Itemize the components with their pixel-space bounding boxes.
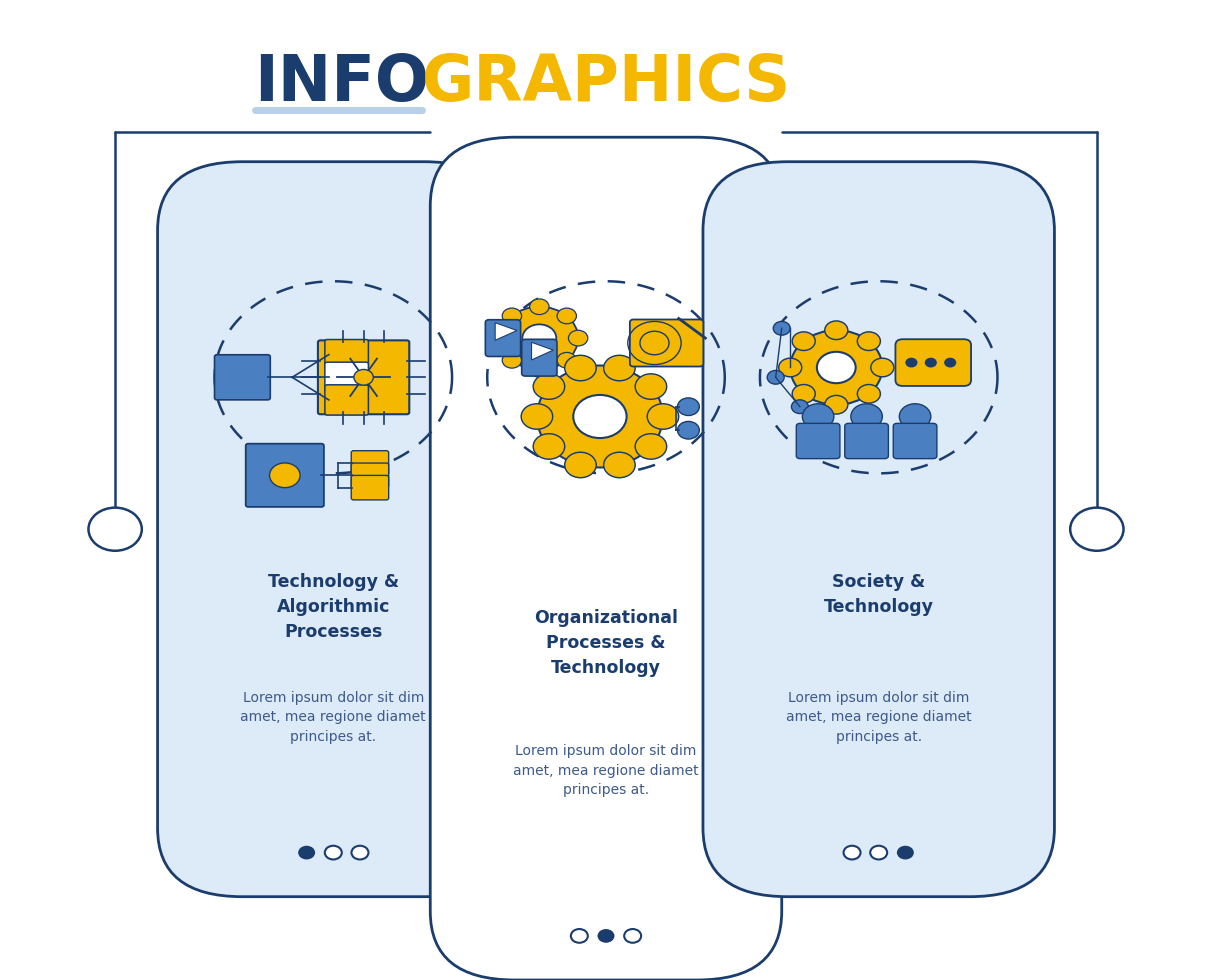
Circle shape <box>791 400 808 414</box>
Circle shape <box>844 846 861 859</box>
Text: Organizational
Processes &
Technology: Organizational Processes & Technology <box>534 610 678 677</box>
Circle shape <box>522 324 556 352</box>
Circle shape <box>565 452 596 477</box>
Circle shape <box>767 370 784 384</box>
Circle shape <box>824 321 848 339</box>
Circle shape <box>354 369 373 385</box>
Circle shape <box>269 463 301 488</box>
FancyBboxPatch shape <box>845 423 888 459</box>
Circle shape <box>533 434 565 460</box>
FancyBboxPatch shape <box>893 423 937 459</box>
FancyBboxPatch shape <box>896 339 971 386</box>
FancyBboxPatch shape <box>485 319 521 357</box>
FancyBboxPatch shape <box>521 339 558 376</box>
Circle shape <box>537 366 663 467</box>
FancyBboxPatch shape <box>246 444 324 507</box>
Circle shape <box>790 330 882 405</box>
Circle shape <box>793 332 816 351</box>
Circle shape <box>824 396 848 414</box>
Circle shape <box>491 330 510 346</box>
Circle shape <box>530 299 549 315</box>
Circle shape <box>502 308 521 323</box>
Circle shape <box>851 404 882 429</box>
Circle shape <box>1070 508 1124 551</box>
Circle shape <box>624 929 641 943</box>
Circle shape <box>558 353 577 368</box>
FancyBboxPatch shape <box>325 385 368 416</box>
Circle shape <box>568 330 588 346</box>
FancyBboxPatch shape <box>325 363 368 392</box>
Polygon shape <box>496 322 518 340</box>
Circle shape <box>502 353 521 368</box>
Circle shape <box>773 321 790 335</box>
Circle shape <box>521 404 553 429</box>
Circle shape <box>571 929 588 943</box>
FancyBboxPatch shape <box>325 339 368 369</box>
FancyBboxPatch shape <box>158 162 509 897</box>
Circle shape <box>351 846 368 859</box>
Circle shape <box>944 358 956 368</box>
Circle shape <box>793 384 816 403</box>
Circle shape <box>558 308 577 323</box>
Circle shape <box>802 404 834 429</box>
Text: INFO: INFO <box>255 52 429 115</box>
Text: Lorem ipsum dolor sit dim
amet, mea regione diamet
principes at.: Lorem ipsum dolor sit dim amet, mea regi… <box>513 744 699 797</box>
Circle shape <box>678 421 699 439</box>
Circle shape <box>678 398 699 416</box>
FancyBboxPatch shape <box>703 162 1054 897</box>
Circle shape <box>530 362 549 377</box>
FancyBboxPatch shape <box>318 340 410 415</box>
Text: Society &
Technology: Society & Technology <box>824 573 933 616</box>
FancyBboxPatch shape <box>215 355 270 400</box>
FancyBboxPatch shape <box>351 475 389 500</box>
FancyBboxPatch shape <box>430 137 782 980</box>
Text: Technology &
Algorithmic
Processes: Technology & Algorithmic Processes <box>268 573 399 641</box>
Circle shape <box>857 332 880 351</box>
Circle shape <box>817 352 856 383</box>
Circle shape <box>573 395 627 438</box>
Circle shape <box>598 929 614 943</box>
Circle shape <box>325 846 342 859</box>
Circle shape <box>870 846 887 859</box>
Polygon shape <box>532 342 554 360</box>
Circle shape <box>905 358 917 368</box>
Text: Lorem ipsum dolor sit dim
amet, mea regione diamet
principes at.: Lorem ipsum dolor sit dim amet, mea regi… <box>785 691 972 744</box>
Circle shape <box>635 373 667 399</box>
Circle shape <box>870 359 894 376</box>
FancyBboxPatch shape <box>351 451 389 475</box>
Circle shape <box>298 846 315 859</box>
Circle shape <box>647 404 679 429</box>
Circle shape <box>857 384 880 403</box>
Circle shape <box>778 359 802 376</box>
Text: GRAPHICS: GRAPHICS <box>422 52 791 115</box>
FancyBboxPatch shape <box>630 319 703 367</box>
Text: Lorem ipsum dolor sit dim
amet, mea regione diamet
principes at.: Lorem ipsum dolor sit dim amet, mea regi… <box>240 691 427 744</box>
Circle shape <box>533 373 565 399</box>
Circle shape <box>897 846 914 859</box>
Circle shape <box>899 404 931 429</box>
Circle shape <box>88 508 142 551</box>
Circle shape <box>565 356 596 381</box>
FancyBboxPatch shape <box>796 423 840 459</box>
Circle shape <box>501 307 578 369</box>
Circle shape <box>925 358 937 368</box>
Circle shape <box>604 356 635 381</box>
Circle shape <box>635 434 667 460</box>
Circle shape <box>604 452 635 477</box>
FancyBboxPatch shape <box>351 463 389 487</box>
